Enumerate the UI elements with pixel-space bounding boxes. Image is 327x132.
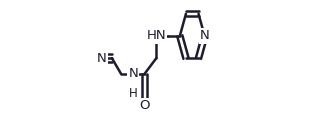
Text: N: N (128, 67, 138, 80)
Text: N: N (97, 52, 107, 65)
Text: HN: HN (146, 29, 166, 43)
Text: O: O (139, 99, 150, 112)
Text: N: N (200, 29, 210, 43)
Text: H: H (129, 87, 138, 100)
